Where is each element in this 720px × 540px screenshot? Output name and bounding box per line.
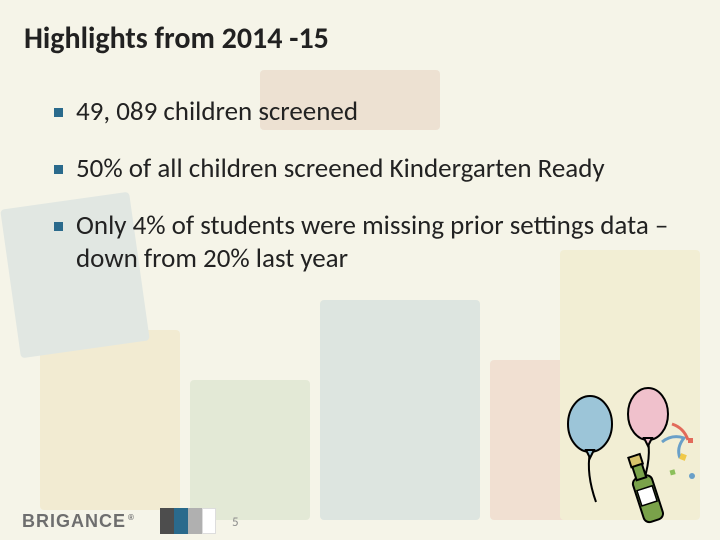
brand-text: BRIGANCE (22, 511, 126, 531)
footer: BRIGANCE® 5 (0, 500, 720, 540)
trademark-icon: ® (128, 513, 135, 522)
brand-stripes (160, 508, 216, 534)
page-number: 5 (232, 515, 239, 530)
bullet-item: 49, 089 children screened (54, 96, 672, 129)
bullet-item: 50% of all children screened Kindergarte… (54, 153, 672, 186)
slide-title: Highlights from 2014 -15 (24, 20, 329, 57)
bullet-item: Only 4% of students were missing prior s… (54, 210, 672, 276)
bullet-list: 49, 089 children screened 50% of all chi… (54, 96, 672, 300)
brand-logo: BRIGANCE® (22, 511, 135, 532)
